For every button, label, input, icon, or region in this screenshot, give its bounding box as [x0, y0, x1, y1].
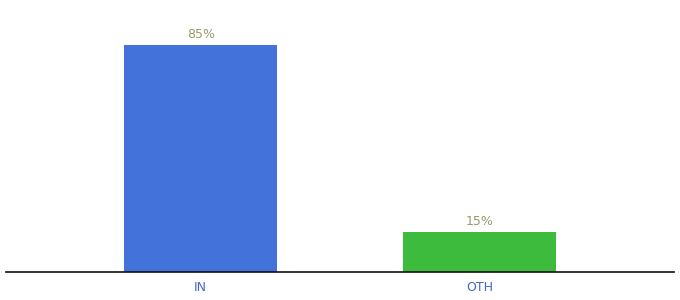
- Bar: [403, 232, 556, 272]
- Text: 15%: 15%: [465, 215, 493, 228]
- Bar: [124, 46, 277, 272]
- Text: 85%: 85%: [186, 28, 215, 41]
